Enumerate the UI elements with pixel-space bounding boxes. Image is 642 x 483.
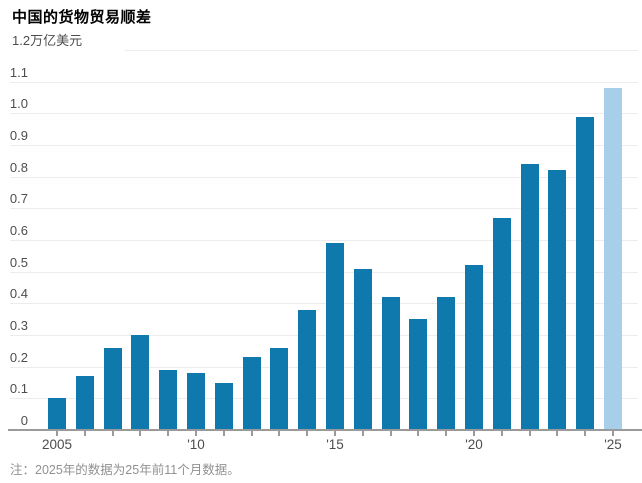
x-tick-2014 (306, 431, 309, 436)
y-tick-label-0.8: 0.8 (9, 159, 28, 175)
bar-2017 (381, 297, 400, 430)
x-tick-label-2025: '25 (604, 437, 622, 452)
x-tick-label-2015: '15 (326, 437, 344, 452)
y-tick-label-0.5: 0.5 (9, 254, 28, 270)
bar-2014 (298, 309, 317, 430)
x-tick-label-2020: '20 (465, 437, 483, 452)
bar-2015 (326, 243, 344, 430)
bar-2021 (492, 217, 511, 430)
chart-title: 中国的货物贸易顺差 (12, 9, 152, 26)
y-tick-label-0.4: 0.4 (9, 286, 28, 302)
gridline-0.7 (10, 208, 638, 210)
bar-2018 (409, 319, 428, 430)
x-tick-2018 (417, 431, 420, 436)
y-tick-label-0.9: 0.9 (9, 128, 28, 143)
x-tick-2025 (612, 431, 614, 436)
x-tick-2022 (528, 431, 531, 436)
x-tick-2006 (83, 431, 86, 436)
bar-2019 (437, 297, 456, 430)
x-tick-2012 (250, 431, 253, 436)
x-tick-label-2010: '10 (187, 437, 205, 452)
y-tick-label-1.1: 1.1 (9, 64, 28, 80)
bar-2025 (604, 88, 622, 430)
y-tick-label-0.6: 0.6 (9, 223, 28, 238)
bar-2011 (214, 382, 233, 430)
x-tick-2016 (361, 431, 364, 436)
x-tick-2017 (389, 431, 392, 436)
x-tick-2021 (500, 431, 503, 436)
x-tick-2011 (222, 431, 225, 436)
x-tick-2020 (473, 431, 475, 436)
bar-2023 (548, 170, 567, 430)
x-tick-2019 (445, 431, 448, 436)
gridline-0.9 (10, 145, 638, 146)
gridline-1.0 (10, 113, 638, 115)
y-tick-label-0.7: 0.7 (9, 191, 28, 207)
x-axis-line (8, 429, 642, 431)
y-tick-label-0.3: 0.3 (9, 318, 28, 333)
x-tick-2024 (584, 431, 587, 436)
gridline-1.1 (10, 81, 638, 83)
y-axis-unit-label: 1.2万亿美元 (12, 33, 83, 48)
x-tick-2005 (56, 431, 58, 436)
gridline-0.5 (10, 271, 638, 273)
gridline-0.4 (10, 303, 638, 305)
gridline-1.2 (125, 50, 638, 51)
y-tick-label-1.0: 1.0 (9, 96, 28, 112)
x-tick-label-2005: 2005 (41, 437, 73, 452)
chart-footnote: 注：2025年的数据为25年前11个月数据。 (10, 463, 240, 477)
x-tick-2013 (278, 431, 281, 436)
bar-2009 (159, 369, 178, 430)
bar-2012 (242, 357, 261, 430)
bar-2007 (103, 347, 122, 430)
bar-2016 (353, 268, 372, 430)
x-tick-2015 (334, 431, 336, 436)
y-tick-label-0: 0 (20, 413, 28, 428)
bar-2020 (465, 265, 483, 430)
bar-2010 (187, 373, 205, 430)
bar-2005 (48, 398, 66, 430)
gridline-0.6 (10, 240, 638, 241)
x-tick-2010 (195, 431, 197, 436)
bar-2024 (576, 116, 595, 430)
gridline-0.8 (10, 176, 638, 178)
bar-2013 (270, 347, 289, 430)
x-tick-2008 (139, 431, 142, 436)
x-tick-2009 (167, 431, 170, 436)
gridline-0.3 (10, 335, 638, 336)
y-tick-label-0.2: 0.2 (9, 349, 28, 365)
x-tick-2023 (556, 431, 559, 436)
y-tick-label-0.1: 0.1 (9, 381, 28, 397)
gridline-0.1 (10, 398, 638, 400)
bar-2022 (520, 164, 539, 430)
gridline-0.2 (10, 366, 638, 368)
bar-2008 (131, 335, 150, 430)
bar-2006 (75, 376, 94, 430)
x-tick-2007 (111, 431, 114, 436)
